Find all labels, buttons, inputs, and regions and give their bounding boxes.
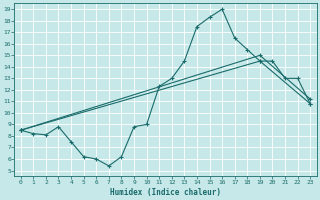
X-axis label: Humidex (Indice chaleur): Humidex (Indice chaleur): [110, 188, 221, 197]
